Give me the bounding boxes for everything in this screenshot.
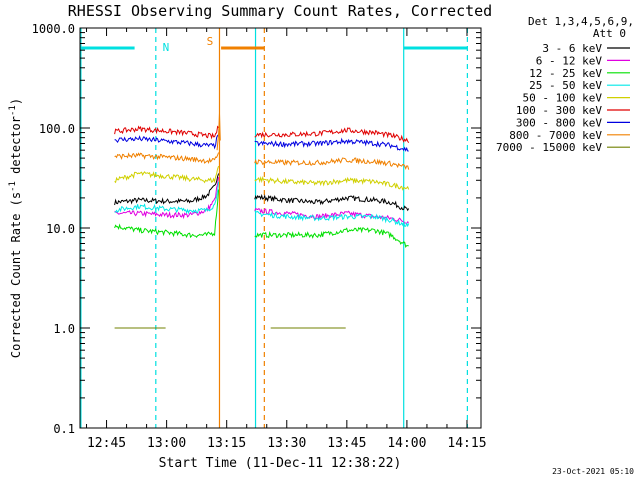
series-line-6-1: [254, 137, 409, 152]
y-tick-label-2: 10.0: [46, 222, 75, 236]
x-tick-label-2: 13:15: [207, 436, 246, 451]
footer-timestamp: 23-Oct-2021 05:10: [552, 467, 634, 476]
legend-label-6: 300 - 800 keV: [516, 116, 602, 129]
series-line-7-1: [254, 157, 410, 170]
series-line-1-0: [114, 177, 220, 220]
series-line-3-0: [114, 181, 220, 215]
annotation-s: S: [207, 35, 214, 48]
x-tick-label-1: 13:00: [147, 436, 186, 451]
y-tick-label-1: 1.0: [53, 322, 75, 336]
x-tick-label-0: 12:45: [87, 436, 126, 451]
series-line-1-1: [254, 208, 409, 225]
x-tick-label-3: 13:30: [267, 436, 306, 451]
series-line-2-0: [114, 189, 220, 239]
legend-header-line1: Det 1,3,4,5,6,9,: [528, 15, 634, 28]
legend-label-2: 12 - 25 keV: [529, 67, 602, 80]
y-tick-label-3: 100.0: [39, 122, 75, 136]
y-axis: 0.1 1.0 10.0 100.0 1000.0: [32, 22, 481, 436]
legend-label-1: 6 - 12 keV: [536, 54, 603, 67]
legend-label-3: 25 - 50 keV: [529, 79, 602, 92]
legend-label-0: 3 - 6 keV: [542, 42, 602, 55]
x-axis-label: Start Time (11-Dec-11 12:38:22): [159, 456, 402, 471]
y-tick-label-0: 0.1: [53, 422, 75, 436]
legend-label-4: 50 - 100 keV: [523, 92, 603, 105]
series-line-5-0: [114, 125, 219, 140]
y-tick-label-4: 1000.0: [32, 22, 75, 36]
x-tick-label-4: 13:45: [327, 436, 366, 451]
series-layer: [114, 113, 410, 329]
chart-title: RHESSI Observing Summary Count Rates, Co…: [68, 2, 492, 20]
x-axis: 12:45 13:00 13:15 13:30 13:45 14:00 14:15: [86, 28, 487, 451]
series-line-2-1: [254, 226, 409, 249]
series-line-6-0: [114, 134, 219, 150]
series-line-5-1: [254, 127, 410, 143]
x-tick-label-5: 14:00: [387, 436, 426, 451]
x-tick-label-6: 14:15: [447, 436, 486, 451]
series-line-3-1: [254, 210, 410, 228]
legend-header-line2: Att 0: [593, 27, 626, 40]
annotation-n: N: [163, 41, 170, 54]
y-axis-label: Corrected Count Rate (s-1 detector-1): [8, 98, 23, 358]
series-line-4-1: [254, 175, 410, 191]
legend-label-5: 100 - 300 keV: [516, 104, 602, 117]
series-line-0-0: [114, 173, 220, 206]
series-line-4-0: [114, 165, 220, 184]
legend-label-7: 800 - 7000 keV: [509, 129, 602, 142]
series-line-0-1: [254, 193, 410, 212]
series-line-7-0: [114, 152, 220, 164]
flare-spike: [216, 113, 221, 151]
legend-label-8: 7000 - 15000 keV: [496, 141, 602, 154]
